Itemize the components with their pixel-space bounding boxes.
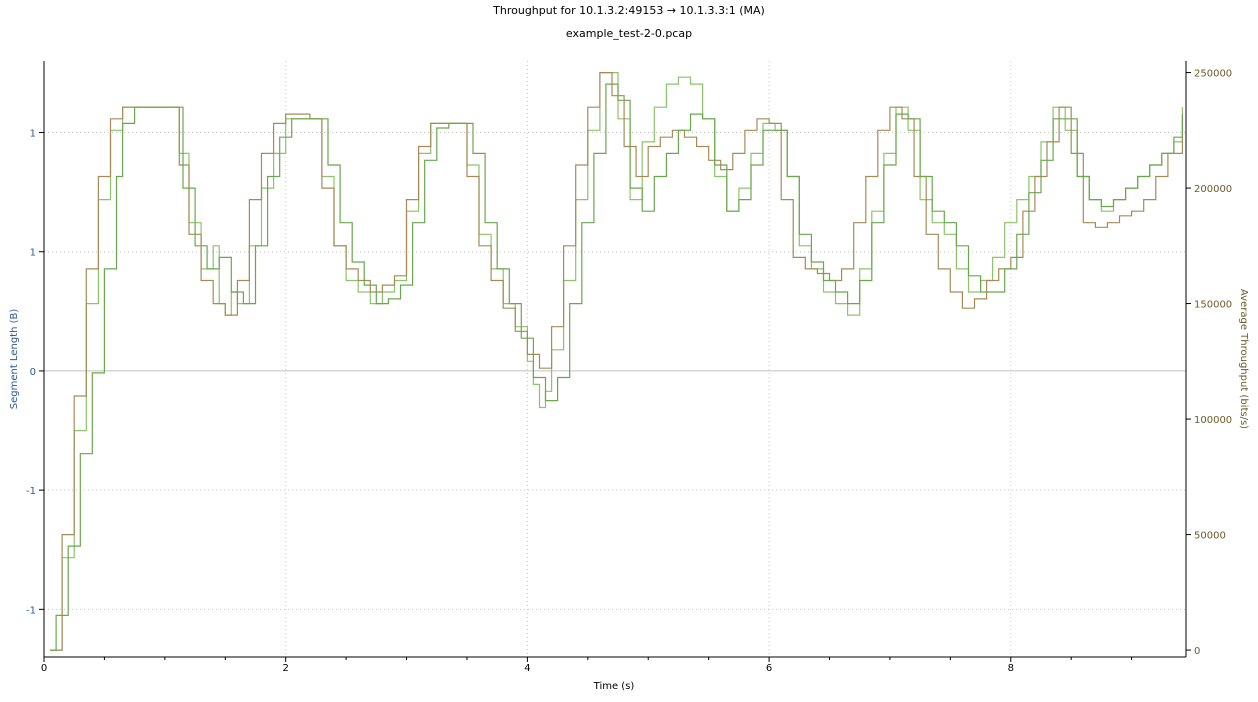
series-line-1 <box>50 72 1183 651</box>
x-tick-label: 6 <box>766 663 772 674</box>
y-right-tick-label: 150000 <box>1194 300 1232 311</box>
chart-subtitle: example_test-2-0.pcap <box>566 27 692 40</box>
y-left-tick-label: 1 <box>30 129 36 140</box>
grid-lines <box>44 61 1186 657</box>
x-tick-label: 2 <box>283 663 289 674</box>
x-tick-label: 0 <box>41 663 47 674</box>
y-axis-right-label: Average Throughput (bits/s) <box>1238 289 1249 429</box>
axes <box>39 61 1191 662</box>
y-left-tick-label: -1 <box>26 605 36 616</box>
x-tick-label: 8 <box>1008 663 1014 674</box>
x-tick-label: 4 <box>524 663 530 674</box>
x-axis-label: Time (s) <box>593 681 635 692</box>
series-line-2 <box>50 72 1183 651</box>
y-right-tick-label: 200000 <box>1194 184 1232 195</box>
y-left-tick-label: 1 <box>30 248 36 259</box>
y-right-tick-label: 0 <box>1194 646 1200 657</box>
tick-labels: 0 2 4 6 8 -1 -1 0 1 1 0 50000 100000 150000 200000 2500… <box>26 69 1232 674</box>
series-lines <box>50 72 1183 651</box>
series-line-3 <box>50 83 1183 651</box>
y-right-tick-label: 50000 <box>1194 531 1226 542</box>
chart-title: Throughput for 10.1.3.2:49153 → 10.1.3.3… <box>492 4 765 17</box>
y-right-tick-label: 100000 <box>1194 415 1232 426</box>
y-left-tick-label: -1 <box>26 486 36 497</box>
y-axis-left-label: Segment Length (B) <box>9 309 20 410</box>
y-left-tick-label: 0 <box>30 367 36 378</box>
y-right-tick-label: 250000 <box>1194 69 1232 80</box>
